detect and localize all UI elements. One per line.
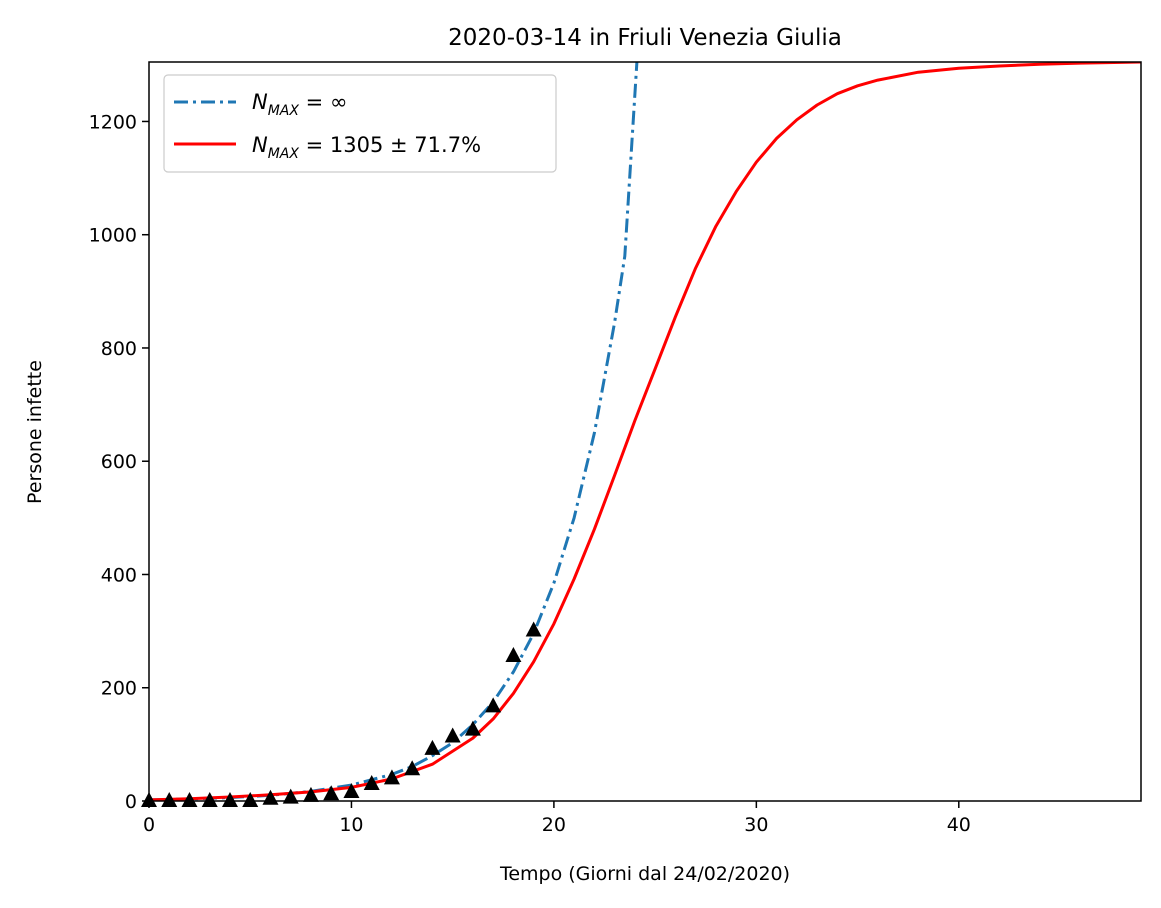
logistic-fit-line [149, 62, 1141, 801]
legend: NMAX = ∞ NMAX = 1305 ± 71.7% [163, 74, 557, 173]
x-tick-label: 10 [339, 814, 363, 836]
legend-label-exponential: NMAX = ∞ [252, 90, 347, 119]
data-point-marker [343, 782, 360, 798]
chart-title: 2020-03-14 in Friuli Venezia Giulia [448, 25, 842, 51]
data-point-marker [383, 769, 400, 785]
y-tick-label: 200 [101, 678, 137, 700]
legend-box [163, 74, 557, 173]
data-point-marker [242, 792, 259, 807]
x-tick-label: 0 [143, 814, 155, 836]
y-tick-label: 1000 [89, 225, 137, 247]
x-axis-label: Tempo (Giorni dal 24/02/2020) [499, 863, 790, 885]
x-tick-label: 40 [947, 814, 971, 836]
data-point-marker [444, 727, 461, 743]
data-point-marker [505, 647, 522, 663]
data-point-marker [221, 792, 238, 807]
x-tick-label: 20 [542, 814, 566, 836]
data-point-marker [525, 621, 542, 637]
x-axis-ticks: 0 10 20 30 40 [143, 801, 971, 836]
series-layer [149, 62, 1141, 801]
data-point-marker [323, 785, 340, 801]
y-tick-label: 600 [101, 451, 137, 473]
data-point-marker [363, 775, 380, 791]
y-tick-label: 400 [101, 564, 137, 586]
data-point-marker [282, 788, 299, 804]
data-point-marker [302, 786, 319, 802]
x-tick-label: 30 [744, 814, 768, 836]
y-tick-label: 1200 [89, 111, 137, 133]
legend-label-logistic: NMAX = 1305 ± 71.7% [252, 133, 481, 162]
data-point-marker [424, 739, 441, 755]
data-point-marker [404, 760, 421, 776]
data-point-marker [181, 792, 198, 807]
data-point-marker [464, 720, 481, 736]
data-point-marker [161, 792, 178, 807]
data-point-marker [201, 792, 218, 807]
y-axis-ticks: 0 200 400 600 800 1000 1200 [89, 111, 149, 813]
y-tick-label: 0 [125, 791, 137, 813]
data-point-marker [485, 697, 502, 713]
y-tick-label: 800 [101, 338, 137, 360]
y-axis-label: Persone infette [24, 360, 46, 504]
plot-frame [148, 61, 1142, 802]
